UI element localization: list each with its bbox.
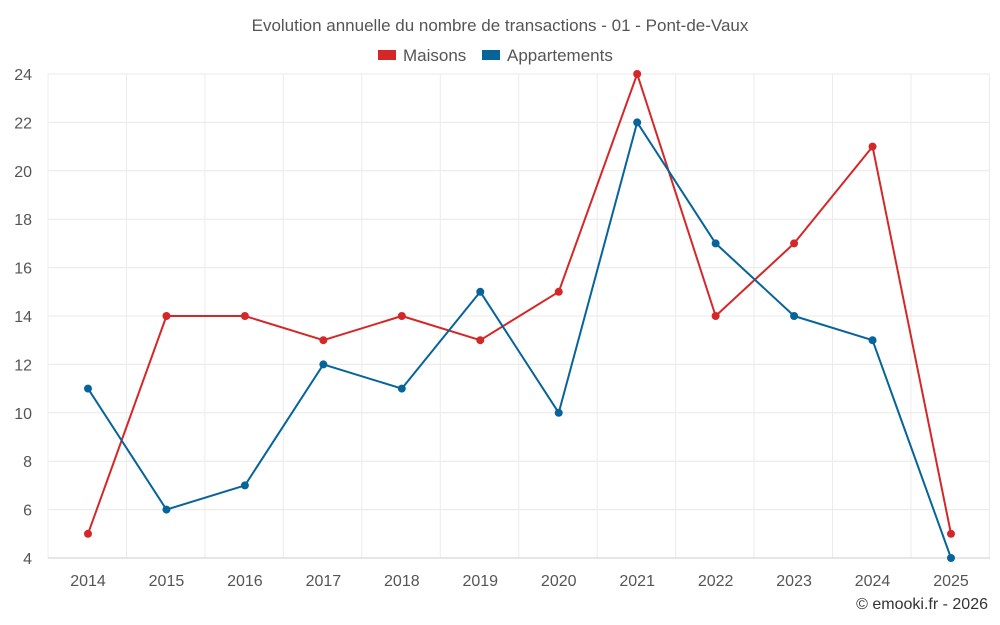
data-point-appartements[interactable] — [162, 505, 171, 514]
y-tick-label: 20 — [14, 164, 32, 181]
legend-label-maisons[interactable]: Maisons — [403, 46, 466, 65]
x-tick-label: 2020 — [541, 573, 577, 590]
legend[interactable]: Maisons Appartements — [378, 46, 613, 65]
data-point-maisons[interactable] — [397, 312, 406, 320]
series-line-appartements — [87, 121, 952, 559]
data-point-appartements[interactable] — [319, 360, 328, 369]
data-point-appartements[interactable] — [711, 239, 720, 248]
data-point-appartements[interactable] — [397, 384, 406, 393]
data-point-maisons[interactable] — [790, 239, 799, 248]
legend-swatch-maisons — [378, 50, 396, 60]
data-point-maisons[interactable] — [868, 142, 877, 151]
y-tick-label: 4 — [23, 551, 32, 568]
y-tick-label: 6 — [23, 503, 32, 520]
x-tick-label: 2024 — [855, 573, 891, 590]
y-tick-label: 14 — [14, 309, 32, 326]
data-point-appartements[interactable] — [240, 481, 249, 490]
data-point-appartements[interactable] — [554, 408, 563, 417]
data-point-maisons[interactable] — [554, 287, 563, 296]
y-tick-label: 18 — [14, 212, 32, 229]
y-tick-label: 24 — [14, 67, 32, 84]
x-tick-label: 2019 — [462, 573, 498, 590]
data-point-maisons[interactable] — [711, 312, 720, 320]
data-point-maisons[interactable] — [240, 312, 249, 320]
x-tick-label: 2014 — [70, 573, 106, 590]
data-point-appartements[interactable] — [868, 336, 877, 345]
series-line-maisons — [87, 73, 952, 535]
x-tick-label: 2023 — [776, 573, 812, 590]
x-tick-label: 2016 — [227, 573, 263, 590]
x-tick-label: 2021 — [619, 573, 655, 590]
legend-label-appartements[interactable]: Appartements — [507, 46, 613, 65]
data-point-maisons[interactable] — [633, 70, 642, 78]
data-point-appartements[interactable] — [633, 118, 642, 127]
data-point-maisons[interactable] — [162, 312, 171, 320]
data-point-appartements[interactable] — [947, 554, 955, 562]
series-group — [84, 70, 955, 562]
y-tick-label: 12 — [14, 357, 32, 374]
y-tick-label: 10 — [14, 406, 32, 423]
data-point-maisons[interactable] — [319, 336, 328, 345]
data-point-appartements[interactable] — [476, 287, 485, 296]
chart-title: Evolution annuelle du nombre de transact… — [252, 16, 749, 35]
x-tick-label: 2015 — [149, 573, 185, 590]
data-point-maisons[interactable] — [947, 529, 955, 538]
x-tick-label: 2022 — [698, 573, 734, 590]
x-tick-label: 2017 — [306, 573, 342, 590]
data-point-maisons[interactable] — [84, 529, 92, 538]
data-point-appartements[interactable] — [84, 384, 92, 393]
y-tick-label: 8 — [23, 454, 32, 471]
x-tick-label: 2018 — [384, 573, 420, 590]
data-point-maisons[interactable] — [476, 336, 485, 345]
y-tick-label: 16 — [14, 261, 32, 278]
y-tick-label: 22 — [14, 115, 32, 132]
data-point-appartements[interactable] — [790, 312, 799, 320]
legend-swatch-appartements — [482, 50, 500, 60]
x-tick-label: 2025 — [933, 573, 969, 590]
credit-text: © emooki.fr - 2026 — [856, 596, 988, 613]
